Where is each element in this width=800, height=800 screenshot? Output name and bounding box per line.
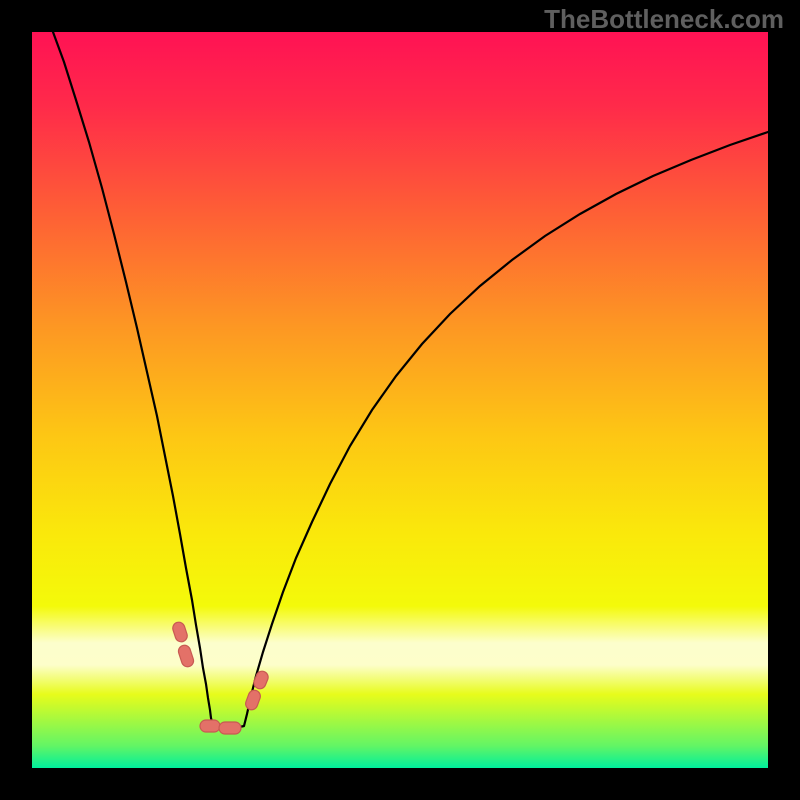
highlight-marker (219, 722, 241, 734)
highlight-marker (200, 720, 220, 732)
chart-frame (0, 0, 800, 800)
gradient-plot (32, 32, 768, 768)
gradient-background (32, 32, 768, 768)
chart-container: TheBottleneck.com (0, 0, 800, 800)
watermark-text: TheBottleneck.com (544, 4, 784, 35)
